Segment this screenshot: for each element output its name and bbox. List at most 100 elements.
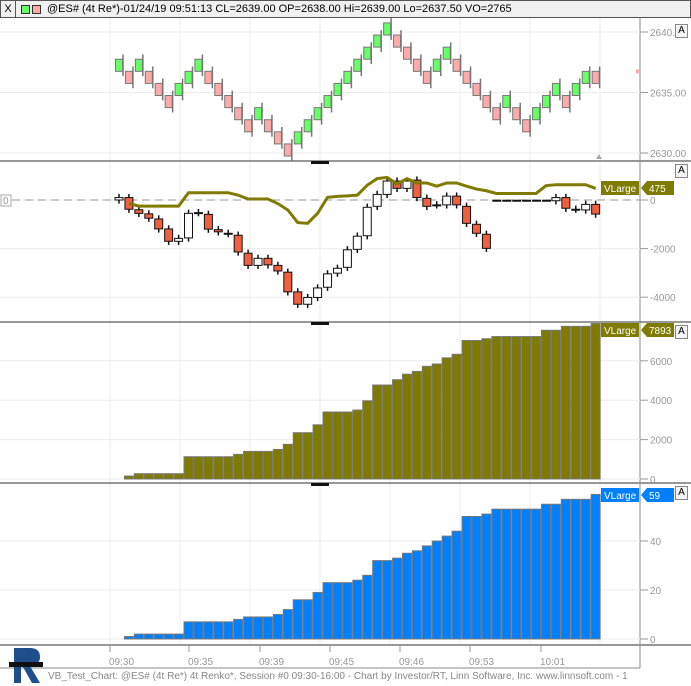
- count-bar: [590, 493, 601, 640]
- renko-brick: [522, 119, 531, 133]
- indicator-candle: [571, 208, 581, 211]
- renko-brick: [541, 95, 550, 109]
- count-bar: [580, 498, 591, 640]
- indicator-candle: [263, 257, 273, 266]
- price-axis-tick-label: 2635.00: [650, 89, 687, 100]
- count-axis-tick-label: 0: [650, 635, 656, 646]
- indicator-candle: [442, 195, 452, 206]
- volume-bar: [570, 325, 581, 480]
- volume-bar: [203, 456, 214, 480]
- count-bar: [540, 503, 551, 640]
- up-color-swatch-icon: [21, 4, 30, 14]
- count-axis-tick-label: 40: [650, 537, 662, 548]
- average-line: [128, 175, 597, 225]
- indicator-candle: [213, 229, 223, 233]
- volume-bar: [491, 336, 502, 480]
- renko-brick: [204, 70, 213, 84]
- indicator-candle: [223, 232, 233, 235]
- volume-bar: [262, 450, 273, 480]
- renko-brick: [184, 70, 193, 84]
- indicator-candle: [412, 179, 422, 199]
- count-bar: [143, 633, 154, 640]
- indicator-candle: [332, 267, 342, 274]
- indicator-candle: [372, 193, 382, 207]
- autoscale-button-price[interactable]: A: [675, 24, 688, 38]
- count-bar: [501, 508, 512, 640]
- autoscale-button-indicator[interactable]: A: [675, 164, 688, 178]
- autoscale-button-volume[interactable]: A: [675, 325, 688, 339]
- renko-brick: [581, 70, 590, 84]
- count-bar: [282, 609, 293, 640]
- indicator-candle: [591, 203, 601, 215]
- renko-brick: [224, 95, 233, 109]
- renko-brick: [333, 82, 342, 97]
- indicator-candle: [303, 296, 313, 305]
- renko-brick: [591, 70, 600, 84]
- volume-value-tag: [641, 323, 674, 337]
- volume-bar: [272, 448, 283, 480]
- indicator-candle: [273, 264, 283, 272]
- count-value-tag: [641, 488, 674, 502]
- renko-brick: [194, 58, 203, 72]
- autoscale-button-count[interactable]: A: [675, 486, 688, 500]
- renko-brick: [144, 70, 153, 84]
- indicator-candle: [313, 287, 323, 298]
- zero-label: 0: [3, 196, 9, 207]
- volume-axis-tick-label: 0: [650, 475, 656, 486]
- indicator-candle: [342, 249, 352, 268]
- count-bar: [531, 508, 542, 640]
- volume-bar: [521, 336, 532, 480]
- renko-brick: [393, 34, 402, 48]
- volume-bar: [372, 384, 383, 480]
- volume-bar: [550, 329, 561, 480]
- indicator-candle: [471, 223, 481, 234]
- volume-bar: [193, 456, 204, 480]
- indicator-axis-tick-label: -4000: [650, 293, 676, 304]
- renko-brick: [293, 131, 302, 145]
- indicator-candle: [174, 237, 184, 242]
- renko-brick: [482, 95, 491, 109]
- count-bar: [342, 582, 353, 640]
- count-bar: [243, 616, 254, 640]
- count-bar: [372, 560, 383, 640]
- volume-bar: [580, 325, 591, 480]
- title-bar: X @ES# (4t Re*)-01/24/19 09:51:13 CL=263…: [0, 0, 691, 18]
- volume-bar: [511, 336, 522, 480]
- indicator-candle: [114, 197, 124, 201]
- count-bar: [292, 599, 303, 640]
- renko-brick: [412, 58, 421, 72]
- panel-resize-handle[interactable]: [311, 483, 329, 486]
- indicator-last-value: 475: [649, 184, 666, 195]
- count-bar: [392, 557, 403, 640]
- indicator-axis-tick-label: -2000: [650, 245, 676, 256]
- count-bar: [153, 633, 164, 640]
- volume-bar: [441, 357, 452, 480]
- volume-bar: [282, 443, 293, 480]
- time-axis-label: 09:53: [469, 657, 494, 668]
- volume-bar: [173, 473, 184, 480]
- renko-brick: [263, 119, 272, 133]
- renko-brick: [551, 82, 560, 97]
- close-chart-button[interactable]: X: [1, 1, 16, 17]
- renko-brick: [174, 82, 183, 97]
- panel-resize-handle[interactable]: [311, 161, 329, 164]
- renko-brick: [402, 46, 411, 60]
- indicator-candle: [432, 204, 442, 207]
- panel-resize-handle[interactable]: [311, 322, 329, 325]
- volume-bar: [123, 475, 134, 480]
- count-bar: [521, 508, 532, 640]
- time-axis-label: 09:46: [399, 657, 424, 668]
- count-bar: [382, 560, 393, 640]
- count-bar: [352, 579, 363, 640]
- renko-brick: [124, 70, 133, 84]
- count-bar: [362, 574, 373, 640]
- count-bar: [441, 535, 452, 640]
- renko-brick: [214, 82, 223, 97]
- renko-brick: [343, 70, 352, 84]
- renko-brick: [383, 22, 392, 36]
- count-bar: [332, 582, 343, 640]
- volume-bar: [312, 424, 323, 480]
- renko-brick: [502, 95, 511, 109]
- indicator-candle: [253, 257, 263, 266]
